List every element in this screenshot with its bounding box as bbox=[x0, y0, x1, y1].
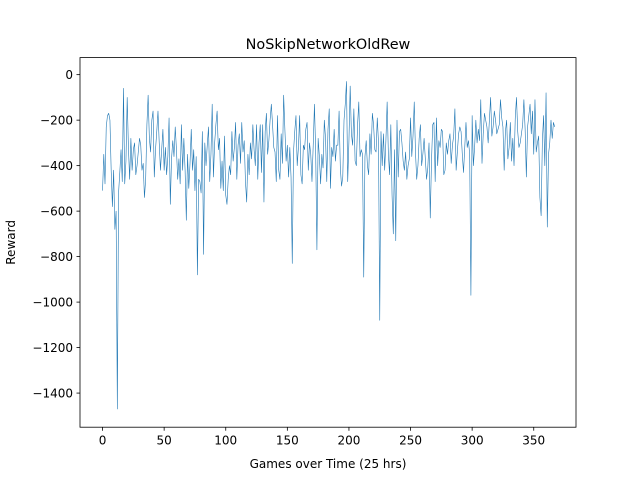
x-tick-label: 300 bbox=[461, 434, 484, 448]
plot-frame bbox=[79, 57, 577, 428]
x-tick-label: 150 bbox=[276, 434, 299, 448]
y-tick-label: −800 bbox=[40, 250, 73, 264]
y-tick-label: −1200 bbox=[32, 341, 73, 355]
series-layer bbox=[102, 81, 555, 410]
y-tick-label: −1000 bbox=[32, 295, 73, 309]
y-axis: 0 −200 −400 −600 −800 −1000 −1200 −1400 bbox=[32, 68, 80, 400]
x-tick-label: 100 bbox=[214, 434, 237, 448]
x-tick-label: 250 bbox=[399, 434, 422, 448]
x-tick-label: 50 bbox=[157, 434, 172, 448]
y-tick-label: −1400 bbox=[32, 386, 73, 400]
y-tick-label: 0 bbox=[65, 68, 73, 82]
x-tick-label: 0 bbox=[99, 434, 107, 448]
y-tick-label: −600 bbox=[40, 204, 73, 218]
x-tick-label: 350 bbox=[522, 434, 545, 448]
x-axis-label: Games over Time (25 hrs) bbox=[250, 457, 407, 471]
chart-title: NoSkipNetworkOldRew bbox=[246, 37, 411, 53]
series-line-0 bbox=[102, 81, 555, 410]
x-tick-label: 200 bbox=[337, 434, 360, 448]
x-axis: 0 50 100 150 200 250 300 350 bbox=[99, 427, 545, 448]
y-axis-label: Reward bbox=[4, 220, 18, 265]
y-tick-label: −200 bbox=[40, 113, 73, 127]
y-tick-label: −400 bbox=[40, 159, 73, 173]
